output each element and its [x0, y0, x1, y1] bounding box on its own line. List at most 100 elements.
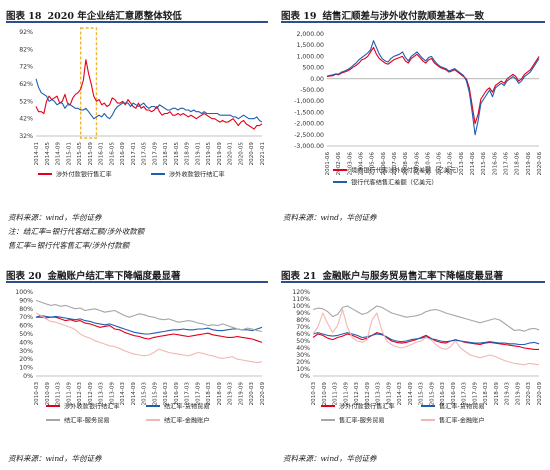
- y-tick-label: 50%: [19, 331, 33, 338]
- y-tick-label: -500.00: [300, 87, 324, 94]
- x-tick-label: 2014-05: [45, 142, 51, 166]
- x-tick-label: 2006-06: [381, 152, 387, 176]
- x-tick-label: 2016-01: [99, 142, 105, 166]
- x-tick-label: 2017-03: [462, 382, 468, 406]
- y-tick-label: 92%: [19, 29, 33, 36]
- y-tick-label: 1,000.00: [296, 53, 324, 60]
- x-tick-label: 2010-03: [34, 382, 40, 406]
- y-tick-label: 40%: [296, 345, 310, 352]
- y-tick-label: 40%: [19, 339, 33, 346]
- x-tick-label: 2014-09: [131, 382, 137, 406]
- x-tick-label: 2020-09: [537, 382, 543, 406]
- figure-label: 图表 21: [281, 271, 317, 282]
- x-tick-label: 2019-09: [238, 382, 244, 406]
- x-tick-label: 2020-03: [526, 382, 532, 406]
- y-tick-label: -2,000.00: [294, 121, 324, 128]
- x-tick-label: 2015-05: [77, 142, 83, 166]
- x-tick-label: 2019-05: [206, 142, 212, 166]
- x-tick-label: 2016-03: [163, 382, 169, 406]
- chart-title: 金融账户与服务贸易售汇率下降幅度最显著: [322, 271, 504, 282]
- y-tick-label: 110%: [292, 296, 310, 303]
- y-tick-label: 100%: [15, 289, 33, 296]
- chart-title-bar: 图表 19 结售汇顺差与涉外收付款顺差基本一致: [281, 4, 545, 23]
- y-tick-label: 0%: [300, 373, 310, 380]
- chart-18-plot: 92% 82% 72% 62% 52% 42% 32%2014-01 2014-05 2014-…: [19, 27, 266, 179]
- series-line-0: [36, 316, 263, 343]
- x-tick-label: 2011-09: [66, 382, 72, 406]
- x-tick-label: 2014-09: [56, 142, 62, 166]
- x-tick-label: 2004-06: [358, 152, 364, 176]
- x-tick-label: 2013-09: [109, 382, 115, 406]
- chart-panel-21: 图表 21 金融账户与服务贸易售汇率下降幅度最显著 120% 110% 100% 90%…: [281, 264, 545, 448]
- y-tick-label: 42%: [19, 116, 33, 123]
- legend-label: 售汇率-金融账户: [439, 417, 485, 425]
- y-tick-label: 72%: [19, 64, 33, 71]
- x-tick-label: 2013-03: [376, 382, 382, 406]
- chart-21-plot: 120%110%100%90%80%70%60%50%40%30%20%10%0…: [292, 289, 543, 425]
- chart-panel-19: 图表 19 结售汇顺差与涉外收付款顺差基本一致 2,000.00 1,500.00 1…: [281, 4, 545, 214]
- x-tick-label: 2017-03: [185, 382, 191, 406]
- legend-label: 结汇率-货物贸易: [164, 403, 210, 411]
- series-line-3: [35, 312, 263, 364]
- y-tick-label: 2,000.00: [296, 31, 324, 38]
- note-line-1: 注：结汇率=银行代客结汇额/涉外收款额: [8, 227, 145, 236]
- x-tick-label: 2013-03: [99, 382, 105, 406]
- legend-label: 涉外收款银行结汇率: [169, 171, 225, 179]
- source-18: 资料来源：wind，华创证券: [8, 213, 102, 222]
- chart-title-bar: 图表 21 金融账户与服务贸易售汇率下降幅度最显著: [281, 264, 545, 283]
- y-tick-label: -2,500.00: [294, 132, 324, 139]
- figure-label: 图表 19: [281, 11, 317, 22]
- x-tick-label: 2012-03: [354, 382, 360, 406]
- y-tick-label: 32%: [19, 133, 33, 140]
- y-tick-label: 60%: [19, 323, 33, 330]
- y-tick-label: 50%: [296, 338, 310, 345]
- x-tick-label: 2019-03: [505, 382, 511, 406]
- chart-title: 金融账户结汇率下降幅度最显著: [47, 271, 181, 282]
- x-tick-label: 2014-09: [408, 382, 414, 406]
- x-tick-label: 2020-06: [537, 152, 543, 176]
- legend-label: 涉外付款银行售汇率: [56, 171, 112, 179]
- x-tick-label: 2014-06: [470, 152, 476, 176]
- y-tick-label: 100%: [292, 303, 310, 310]
- x-tick-label: 2019-03: [228, 382, 234, 406]
- x-tick-label: 2011-06: [437, 152, 443, 176]
- y-tick-label: 10%: [19, 365, 33, 372]
- x-tick-label: 2017-01: [131, 142, 137, 166]
- x-tick-label: 2014-01: [34, 142, 40, 166]
- x-tick-label: 2007-06: [392, 152, 398, 176]
- y-tick-label: 30%: [296, 352, 310, 359]
- series-line-0: [312, 332, 539, 350]
- x-tick-label: 2015-03: [142, 382, 148, 406]
- x-tick-label: 2017-09: [472, 382, 478, 406]
- x-tick-label: 2008-06: [403, 152, 409, 176]
- chart-panel-18: 图表 18 2020 年企业结汇意愿整体较低 92% 82% 72% 62% 52% 42%…: [6, 4, 268, 214]
- x-tick-label: 2016-09: [451, 382, 457, 406]
- x-tick-label: 2018-01: [163, 142, 169, 166]
- y-tick-label: 120%: [292, 289, 310, 296]
- x-tick-label: 2011-03: [333, 382, 339, 406]
- x-tick-label: 2018-03: [483, 382, 489, 406]
- legend-label: 售汇率-服务贸易: [339, 417, 385, 425]
- x-tick-label: 2017-05: [142, 142, 148, 166]
- legend-label: 结汇率-服务贸易: [64, 417, 110, 425]
- x-tick-label: 2003-06: [347, 152, 353, 176]
- source-20: 资料来源：wind，华创证券: [8, 454, 102, 463]
- x-tick-label: 2020-05: [238, 142, 244, 166]
- y-tick-label: 1,500.00: [296, 42, 324, 49]
- y-tick-label: 70%: [296, 324, 310, 331]
- x-tick-label: 2018-03: [206, 382, 212, 406]
- x-tick-label: 2016-09: [120, 142, 126, 166]
- chart-panel-20: 图表 20 金融账户结汇率下降幅度最显著 100% 90% 80% 70% 60% 50% 4…: [6, 264, 268, 448]
- highlight-box: [79, 27, 98, 139]
- x-tick-label: 2018-05: [174, 142, 180, 166]
- x-tick-label: 2018-09: [217, 382, 223, 406]
- source-19: 资料来源：wind，华创证券: [283, 213, 377, 222]
- y-tick-label: 80%: [296, 317, 310, 324]
- x-tick-label: 2010-06: [425, 152, 431, 176]
- legend-label: 境内银行代客涉外收付款差额（亿美元）: [351, 167, 462, 175]
- x-tick-label: 2015-09: [429, 382, 435, 406]
- x-tick-label: 2012-03: [77, 382, 83, 406]
- chart-title: 结售汇顺差与涉外收付款顺差基本一致: [322, 11, 485, 22]
- x-tick-label: 2021-01: [260, 142, 266, 166]
- x-tick-label: 2012-09: [365, 382, 371, 406]
